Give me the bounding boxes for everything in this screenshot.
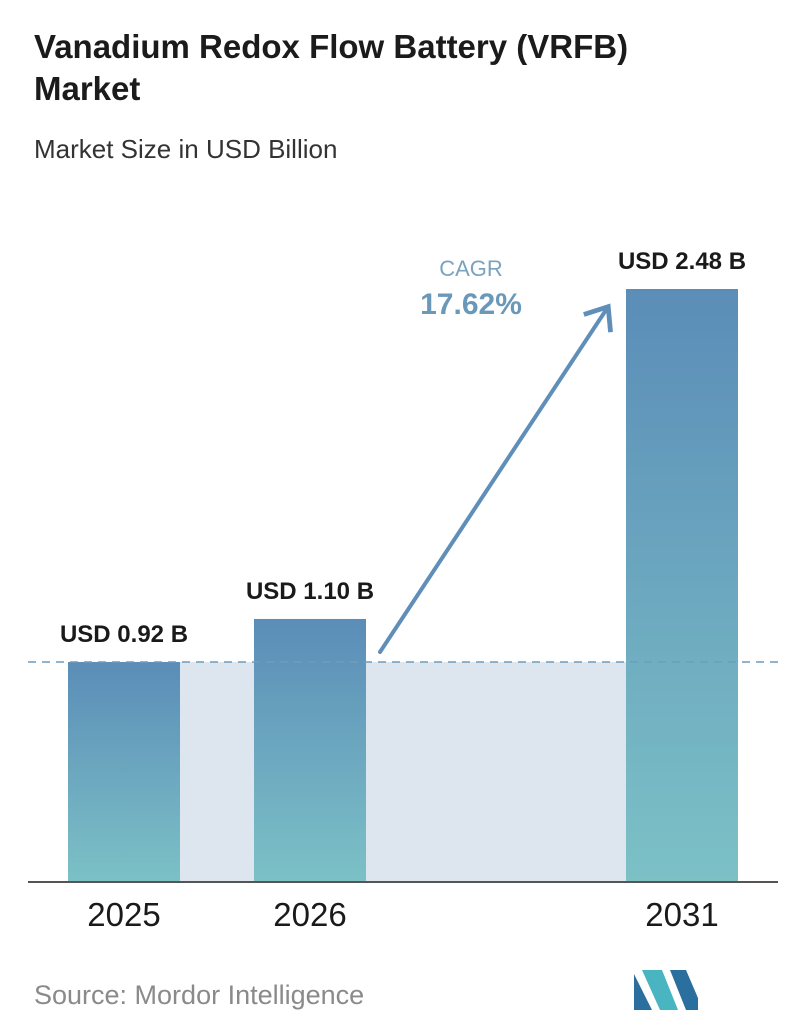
bar-2025 bbox=[68, 662, 180, 882]
x-tick-label: 2026 bbox=[273, 896, 346, 933]
chart-title: Vanadium Redox Flow Battery (VRFB) Marke… bbox=[34, 28, 629, 107]
bar-value-label: USD 1.10 B bbox=[246, 578, 374, 605]
cagr-value: 17.62% bbox=[420, 288, 522, 321]
bar-value-label: USD 0.92 B bbox=[60, 621, 188, 648]
baseline-band bbox=[180, 662, 626, 882]
x-tick-label: 2025 bbox=[87, 896, 160, 933]
mordor-intelligence-logo-icon bbox=[634, 970, 698, 1010]
cagr-label: CAGR bbox=[439, 256, 503, 281]
x-tick-label: 2031 bbox=[645, 896, 718, 933]
bar-2026 bbox=[254, 618, 366, 882]
bar-value-label: USD 2.48 B bbox=[618, 248, 746, 275]
chart-subtitle: Market Size in USD Billion bbox=[34, 134, 338, 164]
cagr-arrow-icon bbox=[378, 303, 613, 654]
bar-chart: USD 0.92 B USD 1.10 B USD 2.48 B 2025 2026 2… bbox=[28, 248, 782, 933]
bar-2031 bbox=[626, 289, 738, 882]
source-text: Source: Mordor Intelligence bbox=[34, 980, 365, 1010]
